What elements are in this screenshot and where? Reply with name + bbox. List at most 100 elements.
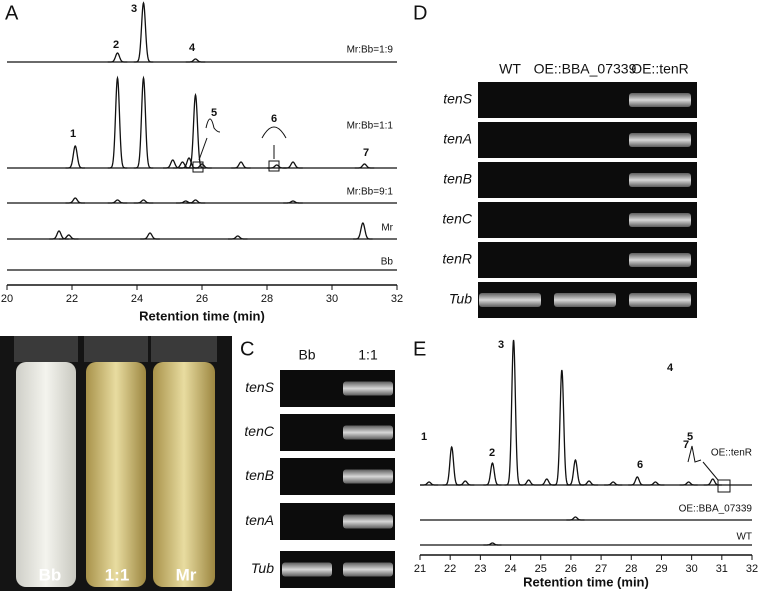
peak-label: 4 — [667, 362, 674, 374]
trace-label: Bb — [381, 257, 394, 268]
peak — [504, 339, 523, 486]
band — [629, 133, 691, 147]
band — [343, 562, 393, 577]
gene-label: tenS — [443, 91, 472, 107]
trace-label: Mr:Bb=1:9 — [347, 45, 394, 56]
gene-label: tenB — [443, 171, 472, 187]
peak — [646, 481, 665, 486]
peak-label: 1 — [421, 431, 427, 443]
annotation — [192, 118, 731, 493]
peak — [107, 75, 128, 169]
x-tick-label: 32 — [746, 563, 758, 575]
peak — [65, 145, 85, 169]
peak — [185, 58, 206, 63]
tube-label: Mr — [176, 565, 197, 584]
peak — [456, 480, 475, 486]
gene-label: tenA — [443, 131, 472, 147]
x-tick-label: 23 — [474, 563, 486, 575]
tube-label: 1:1 — [105, 565, 130, 584]
tube-label: Bb — [39, 565, 62, 584]
peak — [483, 542, 502, 546]
x-tick-label: 30 — [326, 293, 338, 305]
peak — [231, 161, 251, 169]
peak — [133, 1, 154, 63]
gene-label: tenC — [442, 211, 472, 227]
gene-label: tenS — [245, 379, 274, 395]
peak — [537, 478, 556, 486]
panel-label: D — [413, 2, 427, 24]
peak — [192, 163, 212, 169]
peak — [133, 75, 154, 169]
gene-label: tenB — [245, 467, 274, 483]
x-tick-label: 24 — [131, 293, 143, 305]
trace-label: Mr — [381, 223, 393, 234]
gene-label: Tub — [449, 291, 472, 307]
band — [629, 93, 691, 107]
peak — [552, 369, 571, 486]
peak-label: 3 — [131, 3, 137, 15]
lane-label: Bb — [298, 347, 315, 363]
peak — [354, 163, 375, 169]
peak-label: 5 — [211, 107, 217, 119]
x-axis-label: Retention time (min) — [523, 574, 649, 589]
x-tick-label: 30 — [686, 563, 698, 575]
x-tick-label: 29 — [655, 563, 667, 575]
band — [629, 293, 691, 307]
peak-label: 1 — [70, 128, 76, 140]
x-tick-label: 20 — [1, 293, 13, 305]
band — [343, 469, 393, 484]
peak — [519, 479, 538, 486]
peak — [185, 92, 206, 169]
peak-label: 7 — [683, 439, 689, 451]
band — [629, 253, 691, 267]
x-tick-label: 27 — [595, 563, 607, 575]
trace-label: Mr:Bb=1:1 — [347, 121, 394, 132]
peak — [703, 478, 722, 486]
panel-label: A — [5, 2, 19, 24]
peak — [442, 445, 461, 486]
band — [282, 562, 332, 577]
peak — [579, 480, 599, 486]
lane-label: 1:1 — [358, 347, 378, 363]
band — [343, 425, 393, 440]
peak-label: 3 — [498, 339, 504, 351]
peak — [59, 234, 79, 240]
gene-label: tenR — [442, 251, 472, 267]
trace-label: OE::BBA_07339 — [679, 504, 753, 515]
peak — [185, 199, 206, 204]
peak — [49, 230, 69, 240]
photo — [0, 336, 232, 591]
trace-label: Mr:Bb=9:1 — [347, 187, 394, 198]
band — [479, 293, 541, 307]
band — [343, 514, 393, 529]
peak — [353, 222, 373, 240]
x-axis-label: Retention time (min) — [139, 308, 265, 323]
gene-label: tenA — [245, 512, 274, 528]
x-tick-label: 26 — [196, 293, 208, 305]
peak — [107, 52, 128, 63]
x-tick-label: 25 — [535, 563, 547, 575]
peak — [604, 481, 623, 486]
peak — [283, 161, 303, 169]
x-tick-label: 22 — [66, 293, 78, 305]
x-tick-label: 32 — [391, 293, 403, 305]
peak — [283, 200, 303, 204]
peak — [65, 197, 85, 204]
gene-label: tenC — [244, 423, 274, 439]
peak — [483, 462, 502, 486]
peak — [679, 481, 698, 486]
peak-label: 5 — [687, 431, 693, 443]
x-tick-label: 28 — [261, 293, 273, 305]
x-tick-label: 24 — [504, 563, 516, 575]
peak-label: 2 — [489, 447, 495, 459]
band — [343, 381, 393, 396]
peak — [133, 199, 154, 204]
panel-label: C — [240, 338, 254, 360]
x-tick-label: 31 — [716, 563, 728, 575]
band — [554, 293, 616, 307]
band — [629, 173, 691, 187]
lane-label: WT — [499, 61, 521, 77]
x-tick-label: 26 — [565, 563, 577, 575]
peak — [107, 199, 128, 204]
